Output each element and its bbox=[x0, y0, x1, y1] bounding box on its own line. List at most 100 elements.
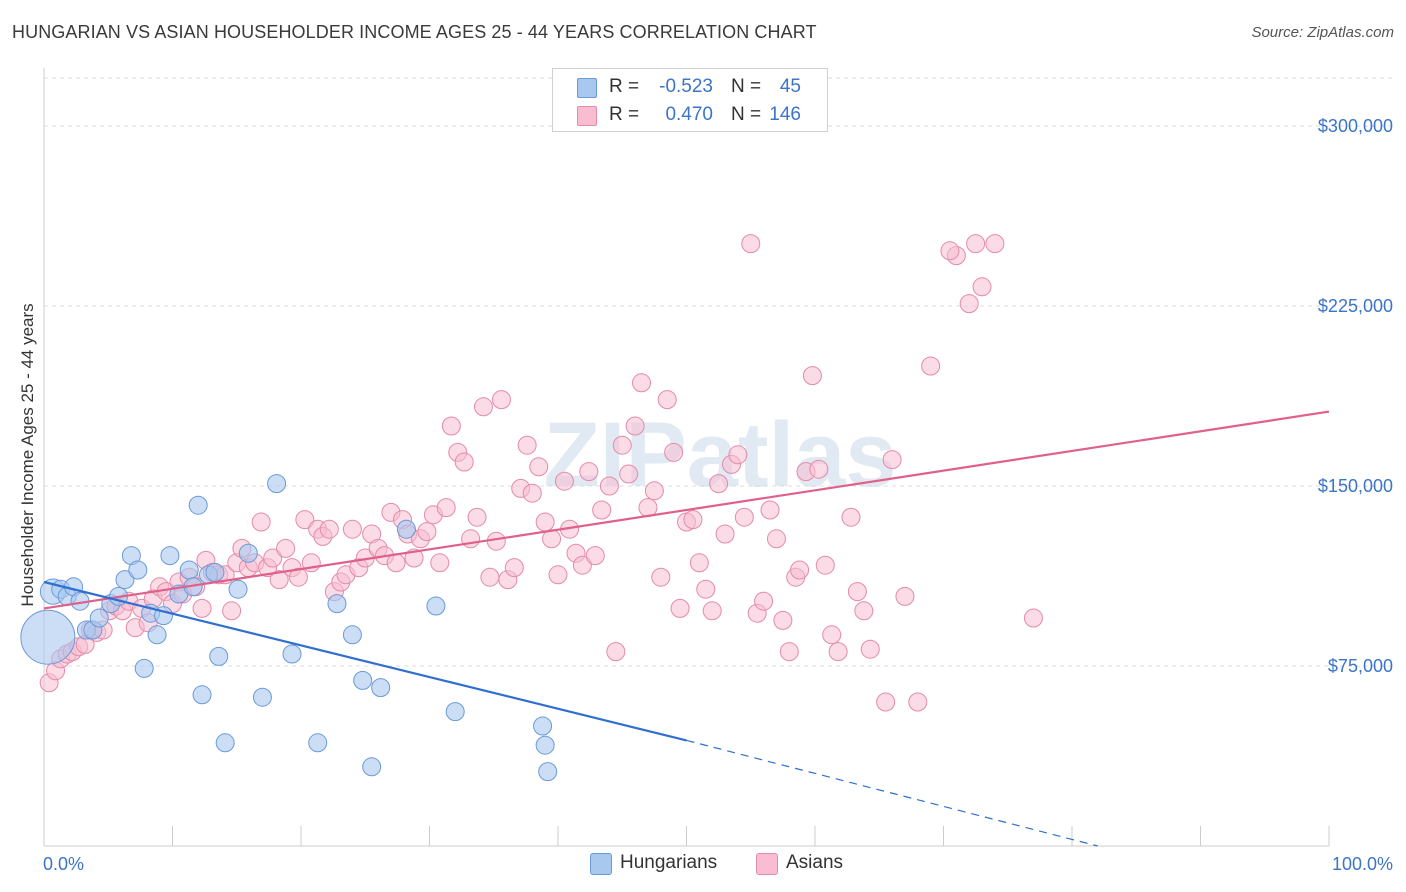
y-tick-labels: $75,000 $150,000 $225,000 $300,000 bbox=[1318, 116, 1393, 676]
n-value: 45 bbox=[779, 76, 801, 97]
asian-point bbox=[480, 567, 500, 587]
hungarian-point bbox=[115, 570, 135, 590]
asian-points bbox=[39, 234, 1043, 712]
asian-point bbox=[741, 234, 761, 254]
asian-point bbox=[522, 483, 542, 503]
asian-point bbox=[760, 500, 780, 520]
asian-point bbox=[966, 234, 986, 254]
asian-point bbox=[715, 524, 735, 544]
asian-point bbox=[430, 553, 450, 573]
hungarian-point bbox=[327, 594, 347, 614]
asian-point bbox=[579, 462, 599, 482]
asian-point bbox=[828, 642, 848, 662]
asian-point bbox=[773, 610, 793, 630]
hungarian-point bbox=[267, 474, 287, 494]
hungarian-swatch bbox=[577, 78, 597, 98]
hungarian-point bbox=[362, 757, 382, 777]
asian-point bbox=[417, 522, 437, 542]
hungarian-point bbox=[535, 735, 555, 755]
hungarian-point bbox=[252, 687, 272, 707]
asian-point bbox=[612, 435, 632, 455]
asian-point bbox=[882, 450, 902, 470]
asian-point bbox=[664, 442, 684, 462]
hungarian-trend-line bbox=[43, 580, 687, 742]
asian-point bbox=[696, 579, 716, 599]
asian-swatch bbox=[577, 106, 597, 126]
asian-point bbox=[467, 507, 487, 527]
asian-point bbox=[529, 457, 549, 477]
y-tick-label: $300,000 bbox=[1318, 116, 1393, 136]
asian-point bbox=[908, 692, 928, 712]
asian-point bbox=[644, 481, 664, 501]
asian-trend-line bbox=[43, 410, 1330, 610]
asian-point bbox=[276, 538, 296, 558]
hungarian-point bbox=[371, 678, 391, 698]
hungarian-point bbox=[160, 546, 180, 566]
hungarian-trend-extension bbox=[686, 739, 1098, 847]
hungarian-point bbox=[188, 495, 208, 515]
asian-point bbox=[454, 452, 474, 472]
hungarian-point bbox=[445, 702, 465, 722]
asian-point bbox=[841, 507, 861, 527]
asian-point bbox=[592, 500, 612, 520]
asian-point bbox=[670, 598, 690, 618]
n-label: N = bbox=[731, 104, 762, 125]
asian-point bbox=[599, 476, 619, 496]
asian-point bbox=[288, 567, 308, 587]
hungarian-point bbox=[228, 579, 248, 599]
asian-point bbox=[822, 625, 842, 645]
legend-row-asians: R = 0.470 N = 146 bbox=[553, 101, 827, 129]
asian-point bbox=[728, 445, 748, 465]
r-value: -0.523 bbox=[659, 76, 713, 97]
asian-point bbox=[441, 416, 461, 436]
hungarian-point bbox=[209, 646, 229, 666]
trend-lines bbox=[43, 410, 1330, 847]
asian-point bbox=[921, 356, 941, 376]
y-tick-label: $75,000 bbox=[1328, 656, 1393, 676]
asian-point bbox=[895, 586, 915, 606]
r-label: R = bbox=[609, 76, 640, 97]
asian-point bbox=[222, 601, 242, 621]
asian-point bbox=[959, 294, 979, 314]
y-tick-label: $150,000 bbox=[1318, 476, 1393, 496]
hungarian-point bbox=[89, 608, 109, 628]
asian-point bbox=[940, 241, 960, 261]
hungarian-point bbox=[308, 733, 328, 753]
asian-point bbox=[854, 601, 874, 621]
asian-point bbox=[876, 692, 896, 712]
hungarian-point bbox=[128, 560, 148, 580]
asian-point bbox=[517, 435, 537, 455]
asian-point bbox=[985, 234, 1005, 254]
asian-point bbox=[815, 555, 835, 575]
asian-point bbox=[972, 277, 992, 297]
hungarian-point bbox=[134, 658, 154, 678]
asian-point bbox=[709, 474, 729, 494]
asian-point bbox=[269, 570, 289, 590]
legend-label-asians: Asians bbox=[786, 852, 844, 873]
asian-point bbox=[606, 642, 626, 662]
hungarian-point bbox=[215, 733, 235, 753]
source-credit: Source: ZipAtlas.com bbox=[1251, 24, 1394, 41]
asian-point bbox=[754, 591, 774, 611]
hungarian-point bbox=[342, 625, 362, 645]
asian-point bbox=[1023, 608, 1043, 628]
asian-point bbox=[702, 601, 722, 621]
asian-point bbox=[860, 639, 880, 659]
asian-point bbox=[251, 512, 271, 532]
asian-point bbox=[319, 519, 339, 539]
hungarian-point bbox=[282, 644, 302, 664]
y-tick-label: $225,000 bbox=[1318, 296, 1393, 316]
asian-point bbox=[436, 498, 456, 518]
hungarian-point bbox=[533, 716, 553, 736]
asian-point bbox=[342, 519, 362, 539]
asian-point bbox=[491, 390, 511, 410]
asian-point bbox=[554, 471, 574, 491]
n-label: N = bbox=[731, 76, 762, 97]
hungarian-point bbox=[426, 596, 446, 616]
asian-point bbox=[790, 560, 810, 580]
asian-point bbox=[734, 507, 754, 527]
stats-legend: R = -0.523 N = 45 R = 0.470 N = 146 bbox=[552, 68, 828, 132]
asian-swatch bbox=[756, 853, 778, 875]
legend-label-hungarians: Hungarians bbox=[620, 852, 718, 873]
